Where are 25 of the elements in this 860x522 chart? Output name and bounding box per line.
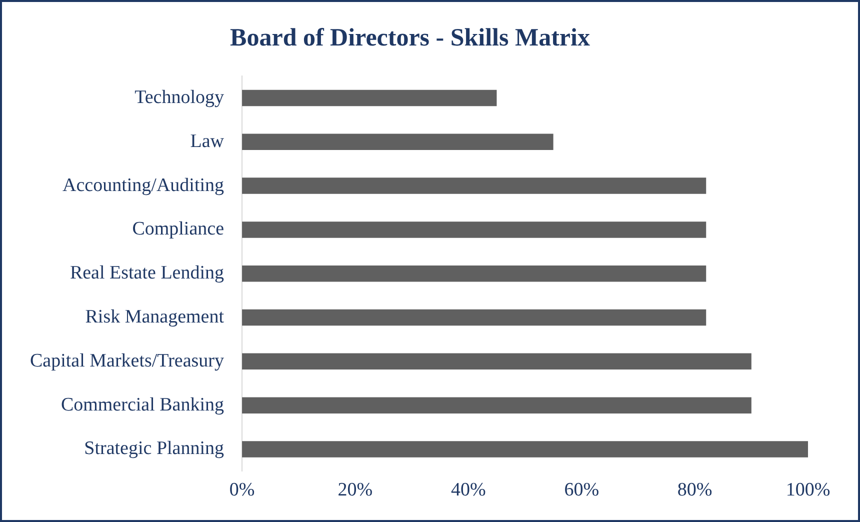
x-tick-label: 20% <box>338 480 373 501</box>
y-tick-label: Risk Management <box>85 306 225 328</box>
y-tick-label: Technology <box>134 86 225 108</box>
y-tick-label: Compliance <box>132 218 224 240</box>
y-tick-label: Law <box>190 130 224 152</box>
y-tick-label: Accounting/Auditing <box>62 174 225 196</box>
y-tick-label: Commercial Banking <box>60 394 225 416</box>
bar <box>242 222 706 238</box>
bar <box>242 178 706 194</box>
bar <box>242 134 554 150</box>
bar <box>242 265 706 282</box>
x-tick-label: 40% <box>450 480 486 501</box>
bar <box>242 90 497 106</box>
y-tick-label: Capital Markets/Treasury <box>30 350 225 372</box>
y-tick-label: Real Estate Lending <box>70 262 225 284</box>
x-tick-label: 60% <box>564 480 600 501</box>
bar <box>242 353 752 370</box>
x-tick-label: 100% <box>786 480 830 501</box>
x-tick-label: 80% <box>677 480 712 501</box>
bar <box>242 309 706 326</box>
bar <box>242 397 752 414</box>
chart-title: Board of Directors - Skills Matrix <box>230 24 590 52</box>
x-tick-label: 0% <box>229 480 255 501</box>
bar <box>242 441 808 458</box>
y-tick-label: Strategic Planning <box>84 438 225 460</box>
